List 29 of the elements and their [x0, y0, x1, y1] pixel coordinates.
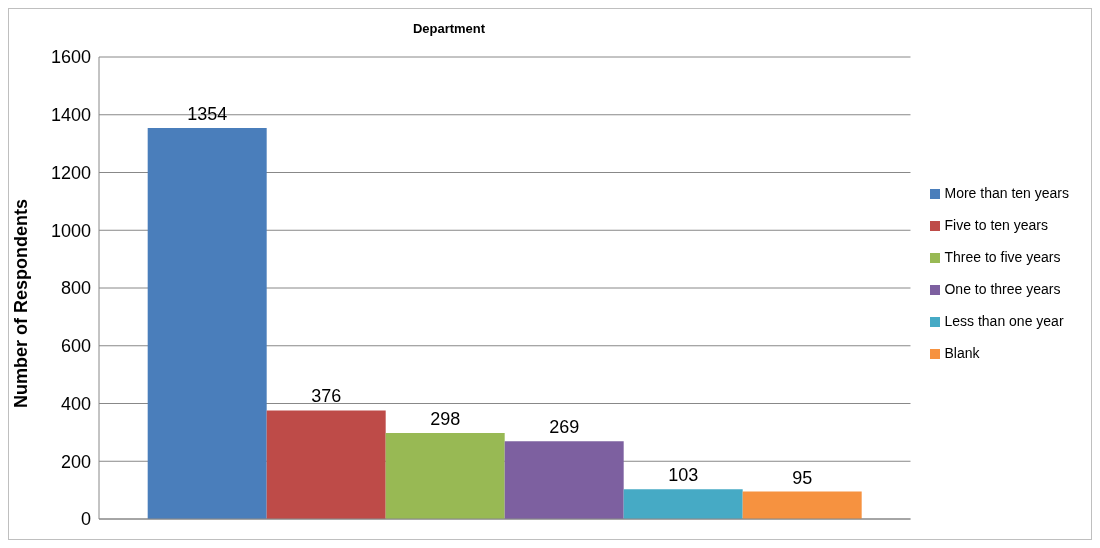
data-label: 376: [311, 386, 342, 407]
y-tick-label: 800: [60, 278, 91, 299]
legend-label: Five to ten years: [944, 217, 1048, 233]
y-axis-title: Number of Respondents: [11, 198, 32, 408]
y-tick-label: 200: [60, 451, 91, 472]
data-label: 1354: [187, 104, 228, 125]
bar: [504, 441, 624, 519]
y-tick-label: 1400: [50, 105, 91, 126]
bar: [266, 410, 386, 519]
data-label: 269: [549, 417, 580, 438]
y-tick-label: 400: [60, 393, 91, 414]
y-tick-label: 600: [60, 336, 91, 357]
legend-label: Less than one year: [944, 313, 1064, 329]
bar: [623, 489, 743, 519]
bar: [742, 491, 862, 519]
legend-label: One to three years: [944, 281, 1061, 297]
y-tick-label: 1600: [50, 47, 91, 68]
y-tick-label: 0: [80, 509, 91, 530]
legend-label: Three to five years: [944, 249, 1061, 265]
bar: [147, 128, 267, 519]
y-tick-label: 1200: [50, 162, 91, 183]
data-label: 103: [668, 465, 699, 486]
legend-label: More than ten years: [944, 185, 1069, 201]
bar: [385, 432, 505, 519]
data-label: 95: [792, 467, 813, 488]
legend-label: Blank: [944, 345, 980, 361]
y-tick-label: 1000: [50, 220, 91, 241]
data-label: 298: [430, 408, 461, 429]
chart-title: Department: [411, 21, 487, 36]
